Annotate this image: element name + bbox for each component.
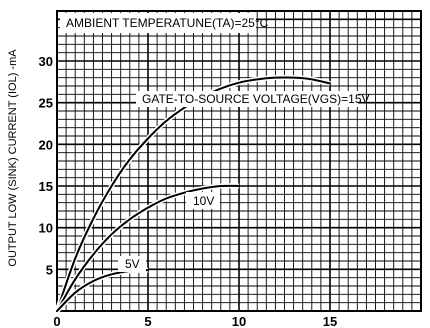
y-tick-label: 30 [39,54,53,69]
x-tick-label: 0 [53,314,60,328]
y-tick-label: 5 [46,262,53,277]
y-tick-label: 25 [39,96,53,111]
series-label-15v: GATE-TO-SOURCE VOLTAGE(VGS)=15V [142,92,370,106]
y-tick-label: 20 [39,137,53,152]
series-label-10v: 10V [193,194,214,208]
grid [56,10,422,312]
series-label-box-15v [136,91,358,107]
plot-frame [56,10,422,312]
chart-title: AMBIENT TEMPERATUNE(TA)=25°C [66,16,269,30]
y-tick-label: 15 [39,179,53,194]
series-line-1 [56,184,240,312]
title-box [60,13,256,33]
series-label-5v: 5V [125,257,140,271]
x-tick-label: 5 [144,314,151,328]
x-tick-labels: 0 5 10 15 [53,314,337,328]
series-label-box-10v [186,192,220,209]
y-tick-labels: 5 10 15 20 25 30 [39,54,53,277]
series-label-box-5v [118,256,146,272]
y-tick-label: 10 [39,221,53,236]
x-tick-label: 10 [232,314,246,328]
x-tick-label: 15 [323,314,337,328]
y-axis-label: OUTPUT LOW (SINK) CURRENT (IOL) -mA [7,49,19,267]
